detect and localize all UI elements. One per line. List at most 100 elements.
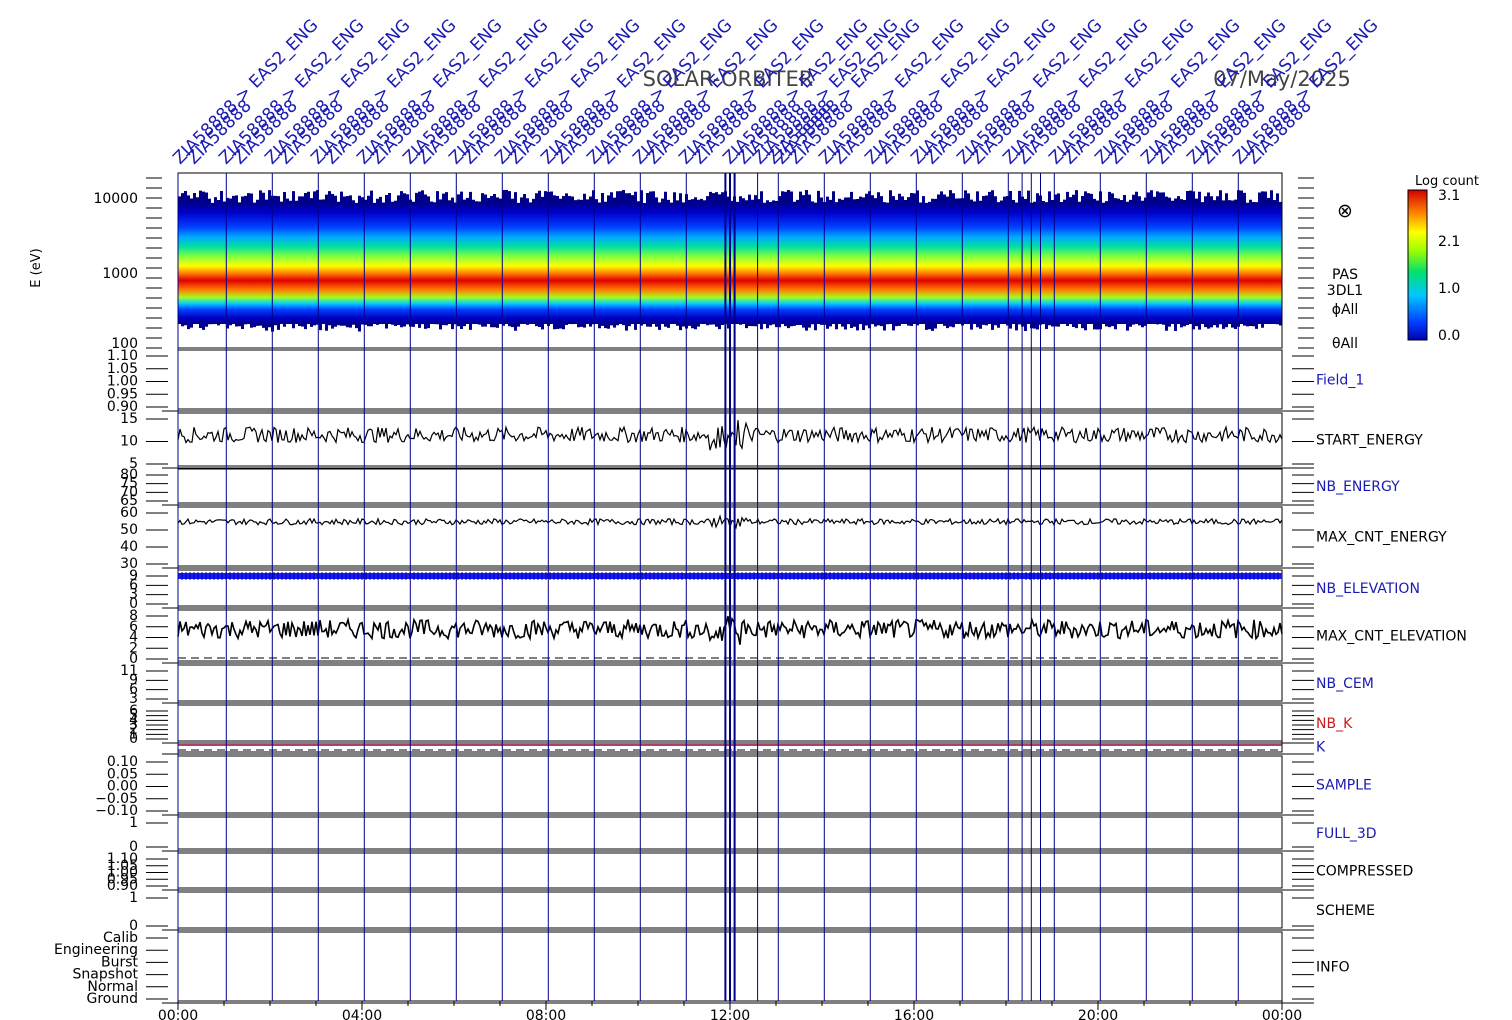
panel-tick-label: 6 [129, 703, 138, 719]
panel-tick-label: 0 [129, 918, 138, 934]
panel-tick-label: 0 [129, 596, 138, 612]
panel-tick-label: 6 [129, 682, 138, 698]
instrument-label-phi: ϕAll [1332, 302, 1359, 318]
panel-tick-label: 0 [129, 651, 138, 667]
panel-tick-label: 2 [129, 722, 138, 738]
time-axis-tick-label: 08:00 [526, 1008, 566, 1020]
panel-tick-label: 30 [120, 556, 138, 572]
instrument-label-theta: θAll [1332, 336, 1358, 352]
time-axis-tick-label: 00:00 [158, 1008, 198, 1020]
colorbar: Log count 3.1 2.1 1.0 0.0 [1407, 174, 1479, 344]
panel-tick-label: Engineering [54, 942, 138, 958]
panel-label: MAX_CNT_ENERGY [1316, 530, 1447, 546]
panel-label: SAMPLE [1316, 778, 1372, 794]
panel-tick-label: 1.05 [107, 361, 138, 377]
colorbar-tick-1-0: 1.0 [1438, 281, 1460, 297]
panel-tick-label: 60 [120, 505, 138, 521]
panel-tick-label: 5 [129, 456, 138, 472]
panel-tick-label: 65 [120, 493, 138, 509]
panel-tick-label: 0.90 [107, 878, 138, 894]
instrument-label-pas: PAS [1332, 267, 1358, 283]
panel-label: Field_1 [1316, 373, 1364, 389]
time-axis-tick-label: 04:00 [342, 1008, 382, 1020]
panel-label: FULL_3D [1316, 826, 1377, 842]
panel-label: COMPRESSED [1316, 864, 1413, 880]
panel-tick-label: 0.10 [107, 754, 138, 770]
panel-tick-label: 4 [129, 712, 138, 728]
panel-tick-label: 0 [129, 839, 138, 855]
event-lines [177, 173, 1239, 1001]
panel-label: NB_CEM [1316, 676, 1374, 692]
panel-tick-label: 0 [129, 731, 138, 747]
stacked-panels: 1.101.051.000.950.90Field_115105START_EN… [54, 348, 1467, 1007]
date-title: 07/May/2025 [1213, 67, 1351, 91]
panel-tick-label: Calib [103, 930, 138, 946]
panel-tick-label: 15 [120, 411, 138, 427]
panel-tick-label: 70 [120, 484, 138, 500]
panel-label: NB_ENERGY [1316, 479, 1400, 495]
panel-label: NB_ELEVATION [1316, 581, 1420, 597]
panel-tick-label: 3 [129, 587, 138, 603]
mission-title: SOLAR-ORBITER [643, 67, 814, 91]
panel-tick-label: 2 [129, 640, 138, 656]
panel-tick-label: 0.00 [107, 779, 138, 795]
spectrogram-top-edge [178, 190, 1282, 203]
panel-tick-label: 8 [129, 608, 138, 624]
time-axis-tick-label: 12:00 [710, 1008, 750, 1020]
panel-tick-label: 1 [129, 890, 138, 906]
spectrogram-ytick-1000: 1000 [102, 266, 138, 282]
panel-tick-label: Normal [87, 979, 138, 995]
panel-tick-label: 5 [129, 708, 138, 724]
panel-tick-label: 1.05 [107, 858, 138, 874]
panel-tick-label: 6 [129, 577, 138, 593]
panel-tick-label: 3 [129, 717, 138, 733]
spectrogram-ylabel: E (eV) [29, 248, 44, 287]
colorbar-tick-3-1: 3.1 [1438, 188, 1460, 204]
panel-compressed: 1.101.051.000.950.90 COMPRESSED [107, 851, 1413, 894]
panel-tick-label: 6 [129, 619, 138, 635]
panel-tick-label: 3 [129, 691, 138, 707]
panel-full-3d: 1 0 FULL_3D [129, 815, 1377, 855]
panel-tick-label: 50 [120, 522, 138, 538]
panel-tick-label: 1 [129, 726, 138, 742]
instrument-label-3dl1: 3DL1 [1327, 283, 1363, 299]
spectrogram-minor-ticks [146, 177, 1314, 349]
spectrogram-ytick-10000: 10000 [93, 191, 138, 207]
panel-tick-label: 1.10 [107, 348, 138, 364]
panel-tick-label: 1.00 [107, 865, 138, 881]
panel-sample: 0.100.050.00−0.05−0.10 SAMPLE [95, 754, 1372, 819]
panel-tick-label: 0.90 [107, 399, 138, 415]
panel-scheme: 1 0 SCHEME [129, 890, 1375, 934]
spectrogram-panel: E (eV) 10000 1000 100 ⊗ PAS 3DL1 ϕAll θA… [29, 172, 1363, 352]
panel-label: K [1316, 740, 1326, 756]
panel-tick-label: 0.95 [107, 386, 138, 402]
panel-tick-label: 1.10 [107, 851, 138, 867]
panel-label: START_ENERGY [1316, 433, 1423, 449]
colorbar-tick-2-1: 2.1 [1438, 234, 1460, 250]
panel-label: MAX_CNT_ELEVATION [1316, 629, 1467, 645]
panel-tick-label: 80 [120, 467, 138, 483]
panel-tick-label: 75 [120, 476, 138, 492]
panel-tick-label: 0.95 [107, 871, 138, 887]
time-axis: 00:00 04:00 08:00 12:00 16:00 20:00 00:00 [158, 1001, 1302, 1020]
panel-label: INFO [1316, 960, 1350, 976]
panel-tick-label: −0.05 [95, 791, 138, 807]
colorbar-scale [1407, 189, 1428, 341]
panel-tick-label: 10 [120, 434, 138, 450]
panel-label: SCHEME [1316, 903, 1375, 919]
panel-tick-label: 40 [120, 539, 138, 555]
panel-start-energy: 15 10 5 START_ENERGY [120, 411, 1423, 472]
panel-info: CalibEngineeringBurstSnapshotNormalGroun… [54, 930, 1350, 1007]
time-axis-tick-label: 00:00 [1262, 1008, 1302, 1020]
panel-tick-label: 11 [120, 663, 138, 679]
panel-tick-label: −0.10 [95, 803, 138, 819]
panel-k: K [162, 740, 1326, 756]
panel-tick-label: 1 [129, 815, 138, 831]
colorbar-tick-0-0: 0.0 [1438, 328, 1460, 344]
